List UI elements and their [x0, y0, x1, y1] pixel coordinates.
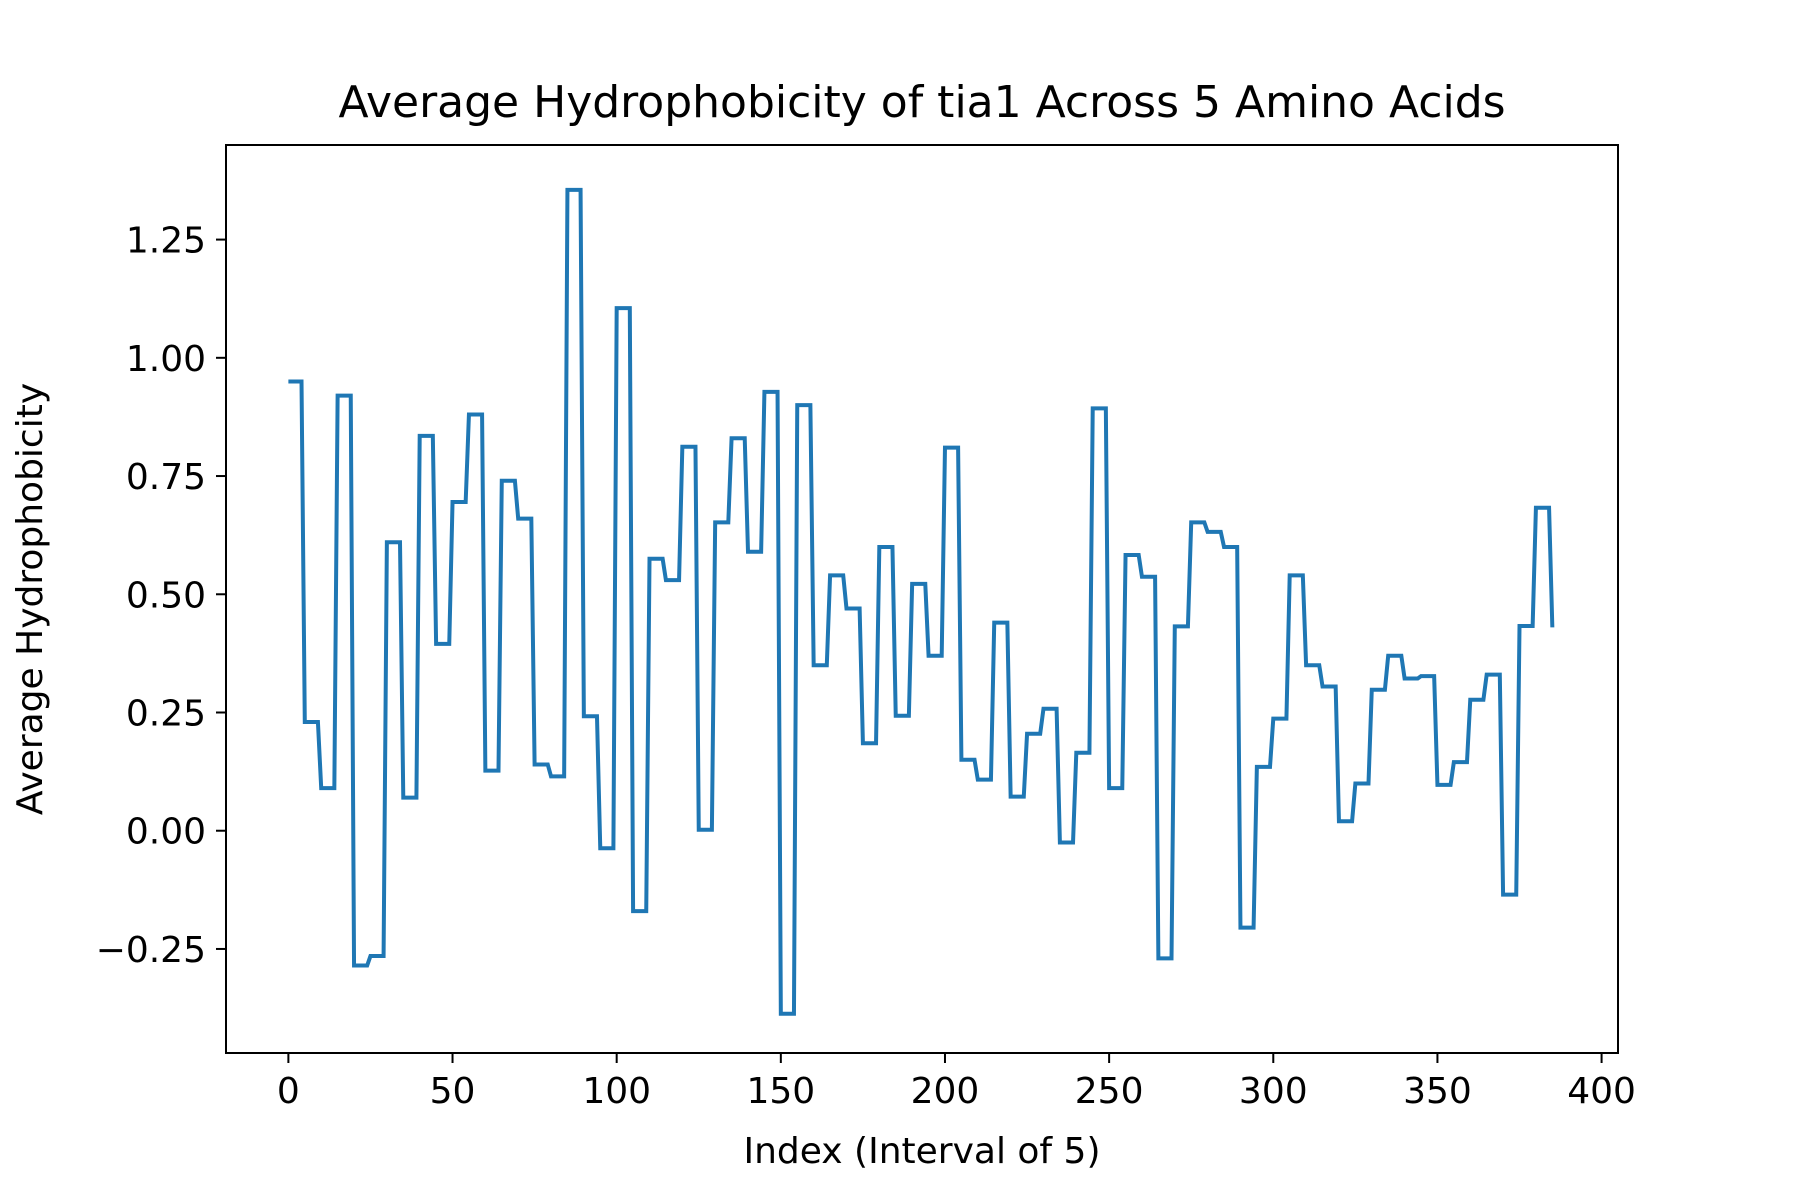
x-tick-label: 200: [911, 1071, 980, 1112]
x-tick-label: 50: [430, 1071, 476, 1112]
y-tick-label: 0.00: [126, 812, 206, 853]
y-tick-label: 0.75: [126, 457, 206, 498]
x-tick-label: 150: [746, 1071, 815, 1112]
x-tick-label: 350: [1403, 1071, 1472, 1112]
x-tick-label: 100: [582, 1071, 651, 1112]
x-axis-label: Index (Interval of 5): [744, 1131, 1101, 1172]
x-tick-label: 400: [1567, 1071, 1636, 1112]
series-line-tia1: [288, 187, 1555, 1016]
y-axis-label: Average Hydrophobicity: [10, 383, 51, 815]
y-tick-label: 1.25: [126, 221, 206, 262]
y-tick-label: −0.25: [96, 930, 206, 971]
x-axis: 0 50 100 150 200 250 300 350 400: [277, 1053, 1636, 1112]
y-axis: −0.25 0.00 0.25 0.50 0.75 1.00 1.25: [96, 221, 226, 971]
x-tick-label: 0: [277, 1071, 300, 1112]
chart-title: Average Hydrophobicity of tia1 Across 5 …: [338, 77, 1505, 128]
x-tick-label: 250: [1075, 1071, 1144, 1112]
x-tick-label: 300: [1239, 1071, 1308, 1112]
y-tick-label: 0.50: [126, 575, 206, 616]
y-tick-label: 1.00: [126, 339, 206, 380]
y-tick-label: 0.25: [126, 694, 206, 735]
plot-frame: [225, 144, 1619, 1054]
